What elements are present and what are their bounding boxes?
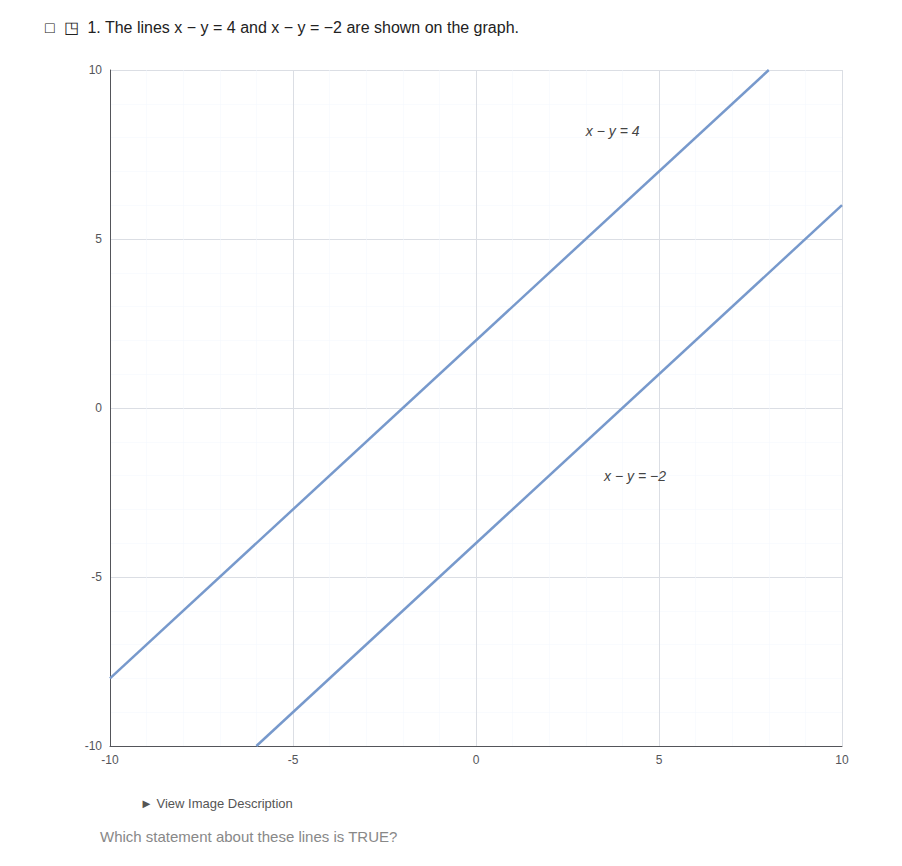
svg-text:10: 10 <box>835 753 849 767</box>
svg-text:x − y = −2: x − y = −2 <box>603 468 666 484</box>
svg-text:x − y = 4: x − y = 4 <box>585 123 640 139</box>
svg-text:-10: -10 <box>85 739 103 753</box>
svg-text:-5: -5 <box>288 753 299 767</box>
svg-text:0: 0 <box>473 753 480 767</box>
svg-text:-5: -5 <box>91 570 102 584</box>
svg-text:□ ◳ 1. The lines x − y = 4 a: □ ◳ 1. The lines x − y = 4 and x − y = −… <box>45 19 519 36</box>
svg-text:10: 10 <box>89 63 103 77</box>
svg-text:5: 5 <box>656 753 663 767</box>
svg-text:0: 0 <box>95 401 102 415</box>
svg-text:5: 5 <box>95 232 102 246</box>
svg-text:► View Image Description: ► View Image Description <box>140 796 293 811</box>
svg-text:-10: -10 <box>101 753 119 767</box>
svg-text:Which statement about these li: Which statement about these lines is TRU… <box>100 828 397 845</box>
